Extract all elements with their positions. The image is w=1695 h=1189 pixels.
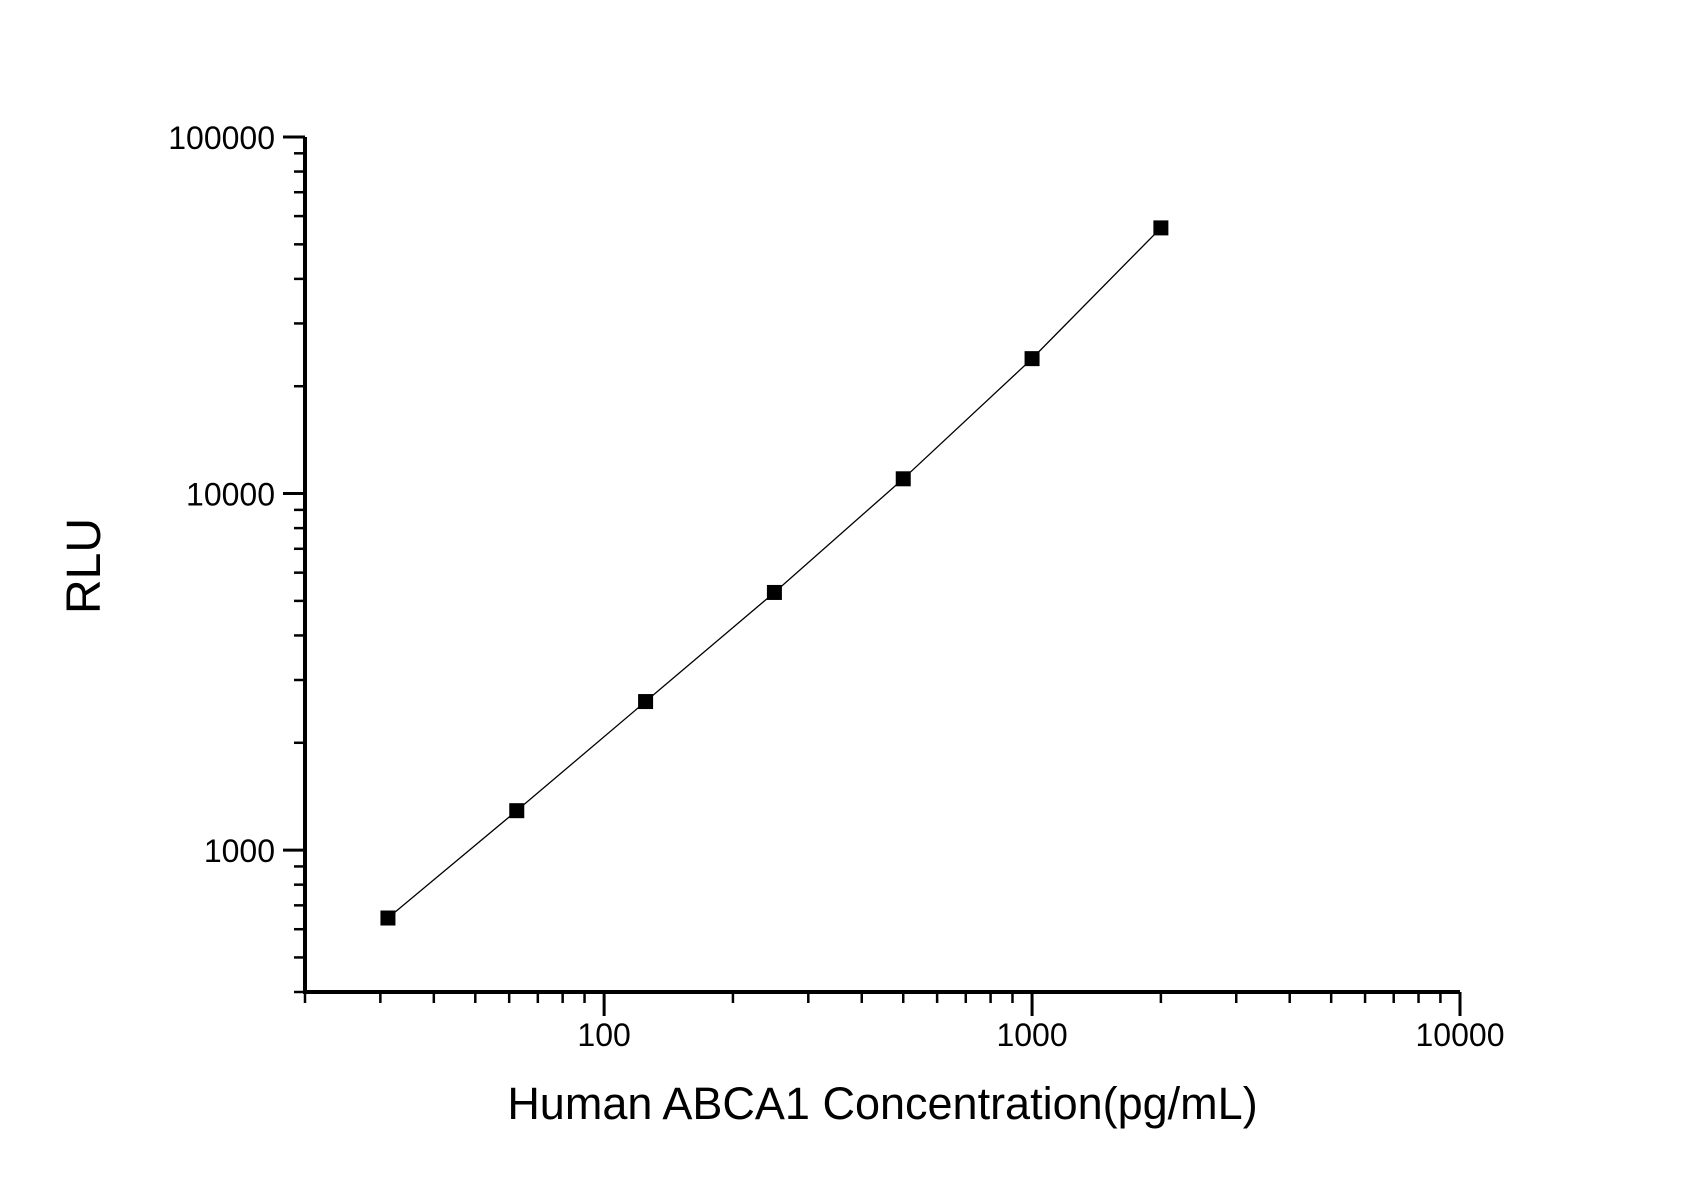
x-axis-title: Human ABCA1 Concentration(pg/mL)	[507, 1078, 1258, 1129]
series-line	[387, 227, 1162, 919]
y-tick-label: 100000	[168, 120, 275, 156]
y-tick-label: 1000	[204, 833, 275, 869]
data-point-marker	[895, 471, 911, 487]
axis-lines	[303, 137, 1460, 994]
y-tick-label: 10000	[186, 477, 275, 513]
data-point-marker	[380, 910, 396, 926]
data-point-marker	[1024, 351, 1040, 367]
data-point-marker	[766, 584, 782, 600]
x-tick-label: 100	[577, 1017, 630, 1053]
data-point-marker	[1153, 220, 1169, 236]
x-tick-label: 10000	[1416, 1017, 1505, 1053]
y-axis-title: RLU	[58, 517, 111, 615]
data-point-marker	[509, 803, 525, 819]
x-tick-label: 1000	[996, 1017, 1067, 1053]
data-point-marker	[638, 694, 654, 710]
